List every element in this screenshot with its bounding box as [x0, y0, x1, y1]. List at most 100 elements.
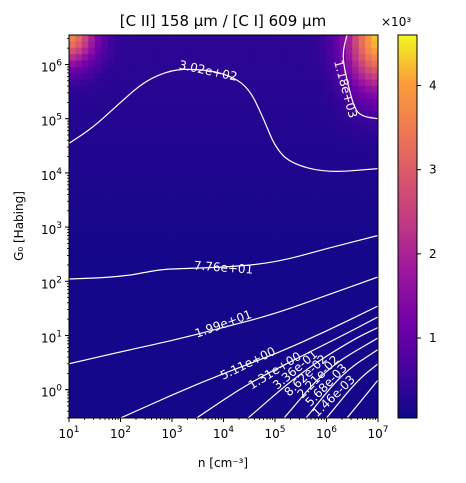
heatmap-cell: [281, 303, 289, 311]
heatmap-cell: [69, 73, 77, 81]
heatmap-cell: [339, 66, 347, 74]
heatmap-cell: [172, 105, 180, 113]
heatmap-cell: [371, 200, 378, 208]
heatmap-cell: [94, 354, 102, 362]
heatmap-cell: [75, 354, 83, 362]
heatmap-cell: [210, 105, 218, 113]
heatmap-cell: [326, 373, 334, 381]
heatmap-cell: [300, 35, 308, 42]
heatmap-cell: [345, 149, 353, 157]
heatmap-cell: [262, 264, 270, 272]
heatmap-cell: [133, 181, 141, 189]
heatmap-cell: [287, 181, 295, 189]
heatmap-cell: [75, 66, 83, 74]
heatmap-cell: [275, 207, 283, 215]
heatmap-cell: [75, 137, 83, 145]
heatmap-cell: [365, 200, 373, 208]
heatmap-cell: [217, 373, 225, 381]
heatmap-cell: [88, 379, 96, 387]
heatmap-cell: [300, 200, 308, 208]
heatmap-cell: [107, 137, 115, 145]
heatmap-cell: [365, 213, 373, 221]
heatmap-cell: [281, 169, 289, 177]
heatmap-cell: [262, 296, 270, 304]
heatmap-cell: [358, 220, 366, 228]
heatmap-cell: [352, 79, 360, 87]
heatmap-cell: [69, 252, 77, 260]
x-tick-label: 107: [367, 425, 388, 441]
heatmap-cell: [165, 213, 173, 221]
heatmap-cell: [294, 47, 302, 55]
heatmap-cell: [287, 73, 295, 81]
heatmap-cell: [75, 290, 83, 298]
heatmap-cell: [165, 41, 173, 49]
heatmap-cell: [114, 117, 122, 125]
heatmap-cell: [191, 86, 199, 94]
heatmap-cell: [242, 245, 250, 253]
heatmap-cell: [320, 213, 328, 221]
heatmap-cell: [358, 149, 366, 157]
heatmap-cell: [326, 398, 334, 406]
heatmap-cell: [371, 149, 378, 157]
heatmap-cell: [229, 86, 237, 94]
heatmap-cell: [352, 73, 360, 81]
heatmap-cell: [358, 117, 366, 125]
heatmap-cell: [88, 98, 96, 106]
heatmap-cell: [152, 66, 160, 74]
heatmap-cell: [88, 143, 96, 151]
heatmap-cell: [75, 309, 83, 317]
heatmap-cell: [101, 309, 109, 317]
heatmap-cell: [88, 392, 96, 400]
heatmap-cell: [81, 303, 89, 311]
heatmap-cell: [210, 162, 218, 170]
contour-line: [305, 348, 378, 418]
heatmap-cell: [365, 309, 373, 317]
heatmap-cell: [313, 98, 321, 106]
heatmap-cell: [320, 79, 328, 87]
heatmap-cell: [107, 341, 115, 349]
heatmap-cell: [229, 220, 237, 228]
heatmap-cell: [223, 137, 231, 145]
heatmap-cell: [358, 73, 366, 81]
heatmap-cell: [255, 92, 263, 100]
heatmap-cell: [313, 252, 321, 260]
heatmap-cell: [358, 35, 366, 42]
heatmap-cell: [242, 111, 250, 119]
heatmap-cell: [371, 373, 378, 381]
heatmap-cell: [332, 303, 340, 311]
heatmap-cell: [332, 328, 340, 336]
heatmap-cell: [371, 328, 378, 336]
heatmap-cell: [88, 181, 96, 189]
heatmap-cell: [223, 181, 231, 189]
heatmap-cell: [69, 264, 77, 272]
heatmap-cell: [287, 226, 295, 234]
heatmap-cell: [229, 354, 237, 362]
heatmap-cell: [371, 60, 378, 68]
heatmap-cell: [81, 290, 89, 298]
heatmap-cell: [69, 149, 77, 157]
heatmap-cell: [332, 379, 340, 387]
heatmap-cell: [287, 398, 295, 406]
heatmap-cell: [152, 207, 160, 215]
heatmap-cell: [300, 117, 308, 125]
heatmap-cell: [159, 73, 167, 81]
heatmap-cell: [126, 137, 134, 145]
heatmap-cell: [197, 156, 205, 164]
heatmap-cell: [345, 175, 353, 183]
heatmap-cell: [120, 117, 128, 125]
heatmap-cell: [365, 347, 373, 355]
heatmap-cell: [114, 41, 122, 49]
heatmap-cell: [275, 252, 283, 260]
heatmap-cell: [197, 35, 205, 42]
heatmap-cell: [172, 277, 180, 285]
heatmap-cell: [159, 411, 167, 418]
heatmap-cell: [197, 335, 205, 342]
heatmap-cell: [197, 188, 205, 196]
heatmap-cell: [352, 328, 360, 336]
heatmap-cell: [191, 328, 199, 336]
heatmap-cell: [339, 405, 347, 413]
heatmap-cell: [120, 360, 128, 368]
heatmap-cell: [345, 124, 353, 132]
heatmap-cell: [69, 188, 77, 196]
heatmap-cell: [313, 200, 321, 208]
